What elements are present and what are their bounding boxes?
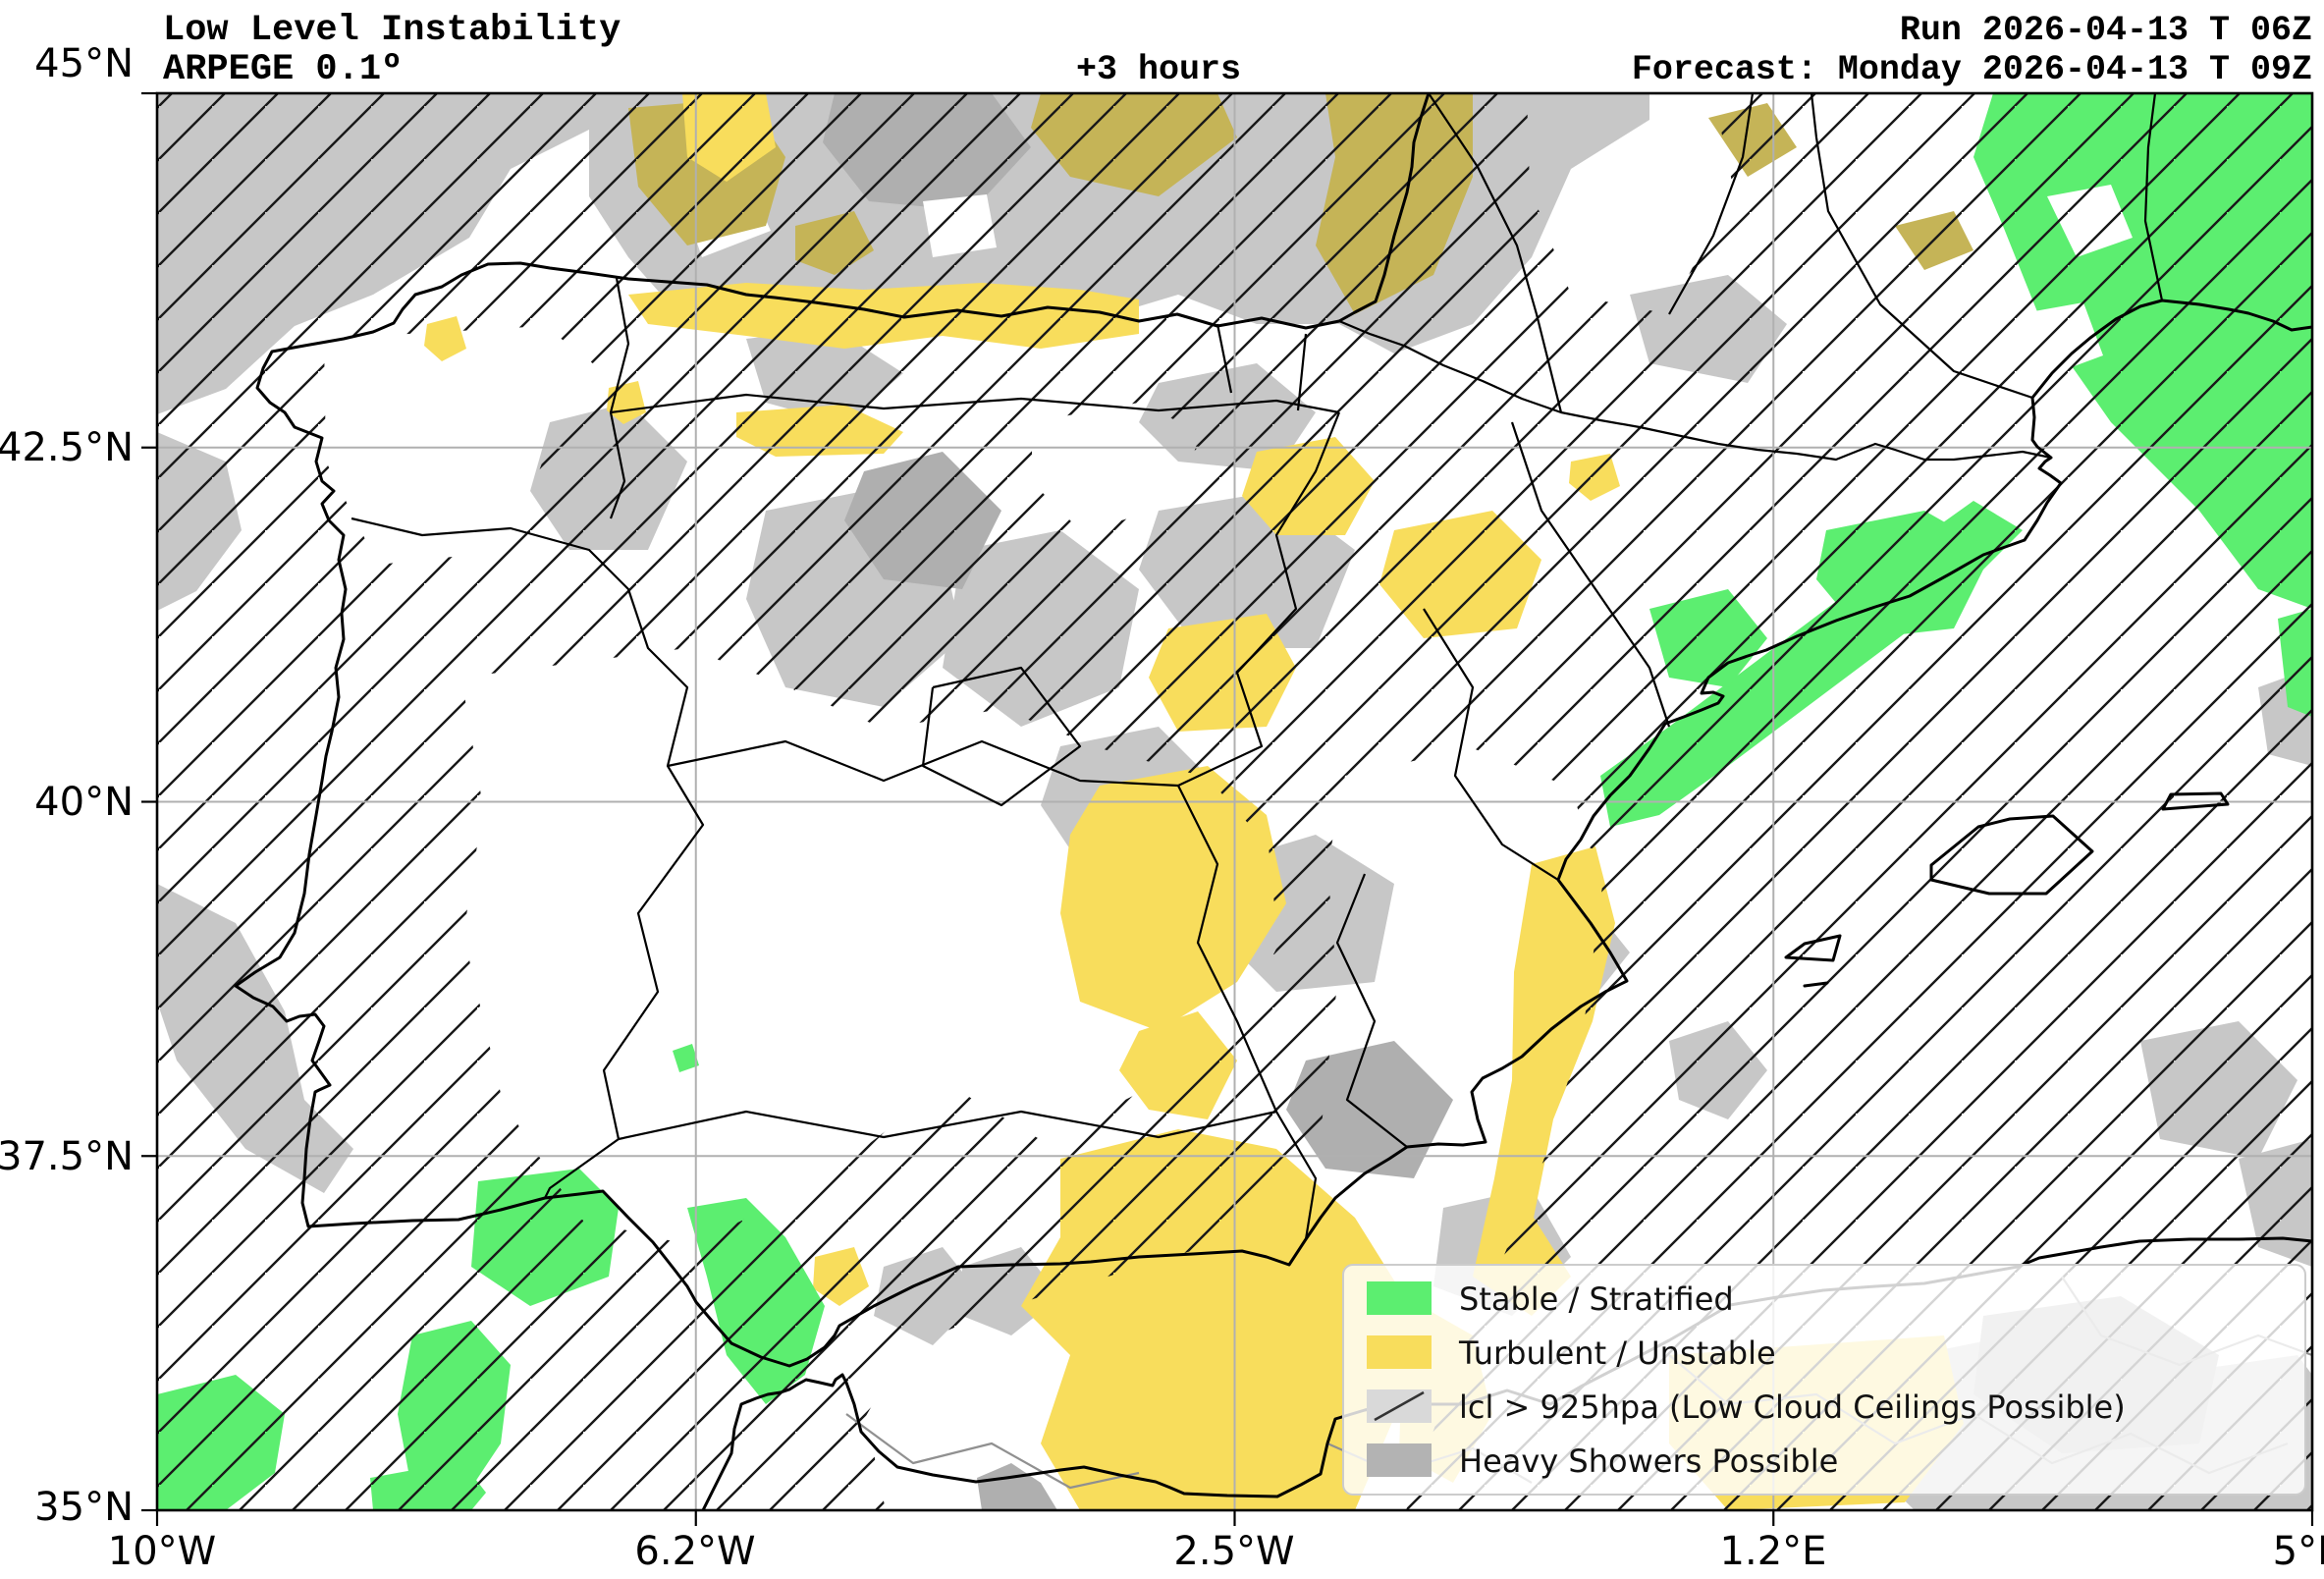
legend-box (1342, 1264, 2306, 1496)
model-subtitle: ARPEGE 0.1º (163, 49, 403, 90)
legend-label-stable: Stable / Stratified (1459, 1280, 1734, 1318)
forecast-offset-label: +3 hours (1076, 50, 1241, 89)
border (1510, 421, 1671, 728)
run-timestamp: Run 2026-04-13 T 06Z (1900, 11, 2312, 50)
legend: Stable / Stratified Turbulent / Unstable… (1342, 1264, 2306, 1496)
x-tick-label: 1.2°E (1720, 1529, 1827, 1574)
forecast-timestamp: Forecast: Monday 2026-04-13 T 09Z (1632, 50, 2312, 89)
border (618, 1110, 1318, 1240)
dark-gray-patch (977, 1463, 1057, 1510)
border-madrid (921, 666, 1082, 807)
island-menorca (2161, 791, 2230, 811)
border-france (2143, 93, 2164, 301)
legend-swatch-hatch-line (1374, 1390, 1425, 1422)
green-patch (673, 1044, 699, 1072)
legend-swatch-heavy-showers (1367, 1443, 1432, 1477)
y-tick-label: 37.5°N (0, 1134, 134, 1179)
province-borders (351, 93, 2164, 1240)
x-tick-label: 5°E (2273, 1529, 2324, 1574)
y-tick-label: 45°N (34, 41, 134, 86)
border-france (1810, 93, 2033, 400)
yellow-patch (1060, 766, 1286, 1031)
border-pyrenees (1338, 319, 2052, 462)
border (667, 739, 1179, 788)
border (1216, 323, 1233, 394)
dark-gray-patch (1286, 1041, 1453, 1178)
island-mallorca (1929, 814, 2094, 896)
island-formentera (1803, 981, 1829, 988)
y-tick-label: 42.5°N (0, 425, 134, 470)
border (1335, 873, 1408, 1148)
axis-labels: 45°N 42.5°N 40°N 37.5°N 35°N 10°W 6.2°W … (0, 41, 2324, 1574)
legend-label-lcl: lcl > 925hpa (Low Cloud Ceilings Possibl… (1459, 1388, 2126, 1426)
coastline-iberia (234, 261, 2312, 1368)
border (1177, 785, 1278, 1113)
y-tick-label: 35°N (34, 1485, 134, 1530)
axis-ticks (141, 91, 2314, 1526)
border (1177, 411, 1341, 787)
admin-border (845, 1413, 1140, 1490)
border (1423, 608, 1559, 881)
yellow-patch (1473, 846, 1615, 1316)
x-tick-label: 6.2°W (634, 1529, 755, 1574)
island-ibiza (1784, 934, 1842, 962)
legend-label-heavy-showers: Heavy Showers Possible (1459, 1443, 1838, 1480)
legend-swatch-stable (1367, 1281, 1432, 1315)
legend-label-turbulent: Turbulent / Unstable (1458, 1334, 1776, 1372)
y-tick-label: 40°N (34, 780, 134, 825)
x-tick-label: 10°W (108, 1529, 216, 1574)
legend-swatch-turbulent (1367, 1335, 1432, 1369)
coastline-france-atlantic (1337, 93, 1431, 323)
page-title: Low Level Instability (163, 10, 621, 51)
border (1296, 333, 1308, 411)
border-france (1428, 93, 1563, 413)
map-plot-area (157, 93, 2312, 1510)
border (610, 393, 1340, 414)
x-tick-label: 2.5°W (1173, 1529, 1294, 1574)
border-france (1668, 93, 1755, 315)
